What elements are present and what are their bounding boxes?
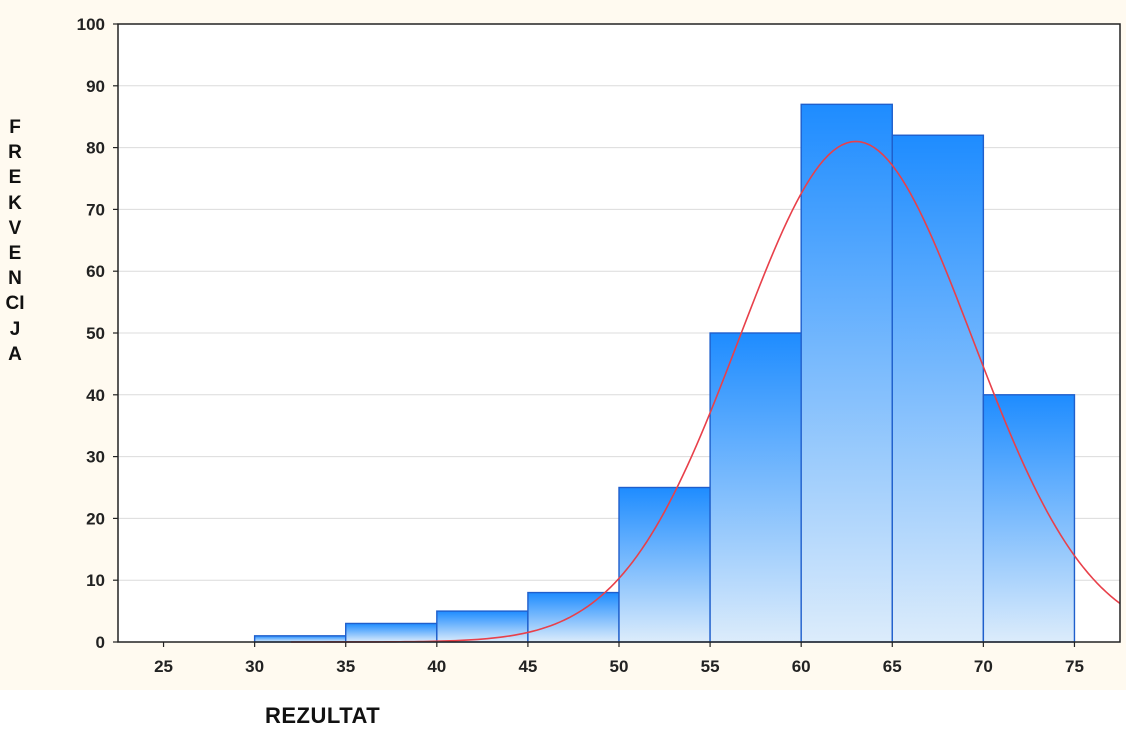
histogram-bar [800, 103, 893, 643]
x-tick-label: 25 [154, 657, 173, 676]
y-tick-label: 50 [86, 324, 105, 343]
y-tick-label: 100 [77, 15, 105, 34]
histogram-bar [253, 635, 347, 643]
y-axis-label: FREKVENCIJA [5, 117, 25, 365]
histogram-bar [345, 622, 438, 643]
x-tick-label: 35 [336, 657, 355, 676]
y-tick-label: 30 [86, 448, 105, 467]
x-tick-label: 60 [792, 657, 811, 676]
y-tick-label: 40 [86, 386, 105, 405]
x-tick-label: 40 [427, 657, 446, 676]
histogram-bar [436, 610, 529, 643]
x-tick-label: 70 [974, 657, 993, 676]
y-tick-label: 70 [86, 200, 105, 219]
histogram-bars [253, 103, 1076, 643]
histogram-bar [982, 394, 1076, 643]
histogram-bar [527, 591, 620, 643]
y-tick-label: 20 [86, 509, 105, 528]
y-tick-label: 10 [86, 571, 105, 590]
x-tick-label: 30 [245, 657, 264, 676]
x-tick-label: 65 [883, 657, 902, 676]
y-tick-label: 90 [86, 77, 105, 96]
y-tick-label: 60 [86, 262, 105, 281]
y-tick-label: 0 [96, 633, 105, 652]
histogram-bar [891, 134, 985, 643]
y-tick-label: 80 [86, 139, 105, 158]
histogram-bar [709, 332, 802, 643]
x-tick-label: 45 [518, 657, 537, 676]
x-tick-label: 75 [1065, 657, 1084, 676]
x-tick-label: 55 [701, 657, 720, 676]
x-axis-ticks: 25 30 35 40 45 50 55 60 65 70 75 [154, 642, 1084, 676]
x-tick-label: 50 [610, 657, 629, 676]
y-axis-ticks: 0 10 20 30 40 50 60 70 80 90 100 [77, 15, 118, 652]
x-axis-label: REZULTAT [265, 703, 381, 728]
